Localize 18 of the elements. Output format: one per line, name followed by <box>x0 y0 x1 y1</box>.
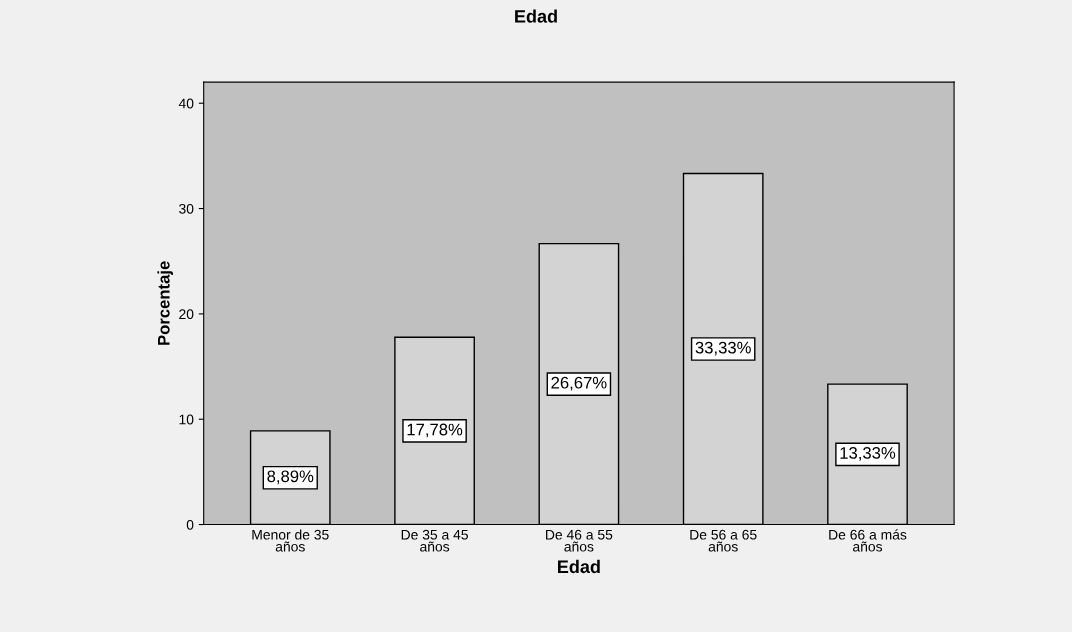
chart-title: Edad <box>515 9 557 23</box>
y-axis-title: Porcentaje <box>157 261 173 345</box>
x-tick-label: De 35 a 45 años <box>401 529 468 552</box>
data-label: 8,89% <box>267 470 314 485</box>
data-label: 26,67% <box>551 376 607 391</box>
x-tick-label: De 46 a 55 años <box>546 529 613 552</box>
data-label: 17,78% <box>407 423 463 438</box>
data-label: 13,33% <box>840 447 896 461</box>
y-tick-label: 40 <box>178 98 194 109</box>
y-tick-label: 10 <box>179 414 194 425</box>
x-tick-label: Menor de 35 años <box>252 529 329 552</box>
y-tick-label: 30 <box>179 203 194 214</box>
x-tick-label: De 66 a más años <box>829 529 907 552</box>
x-tick-label: De 56 a 65 años <box>690 529 757 552</box>
y-tick-label: 0 <box>186 519 194 530</box>
y-tick-label: 20 <box>179 309 194 320</box>
x-axis-title: Edad <box>558 559 600 574</box>
data-label: 33,33% <box>695 341 751 356</box>
